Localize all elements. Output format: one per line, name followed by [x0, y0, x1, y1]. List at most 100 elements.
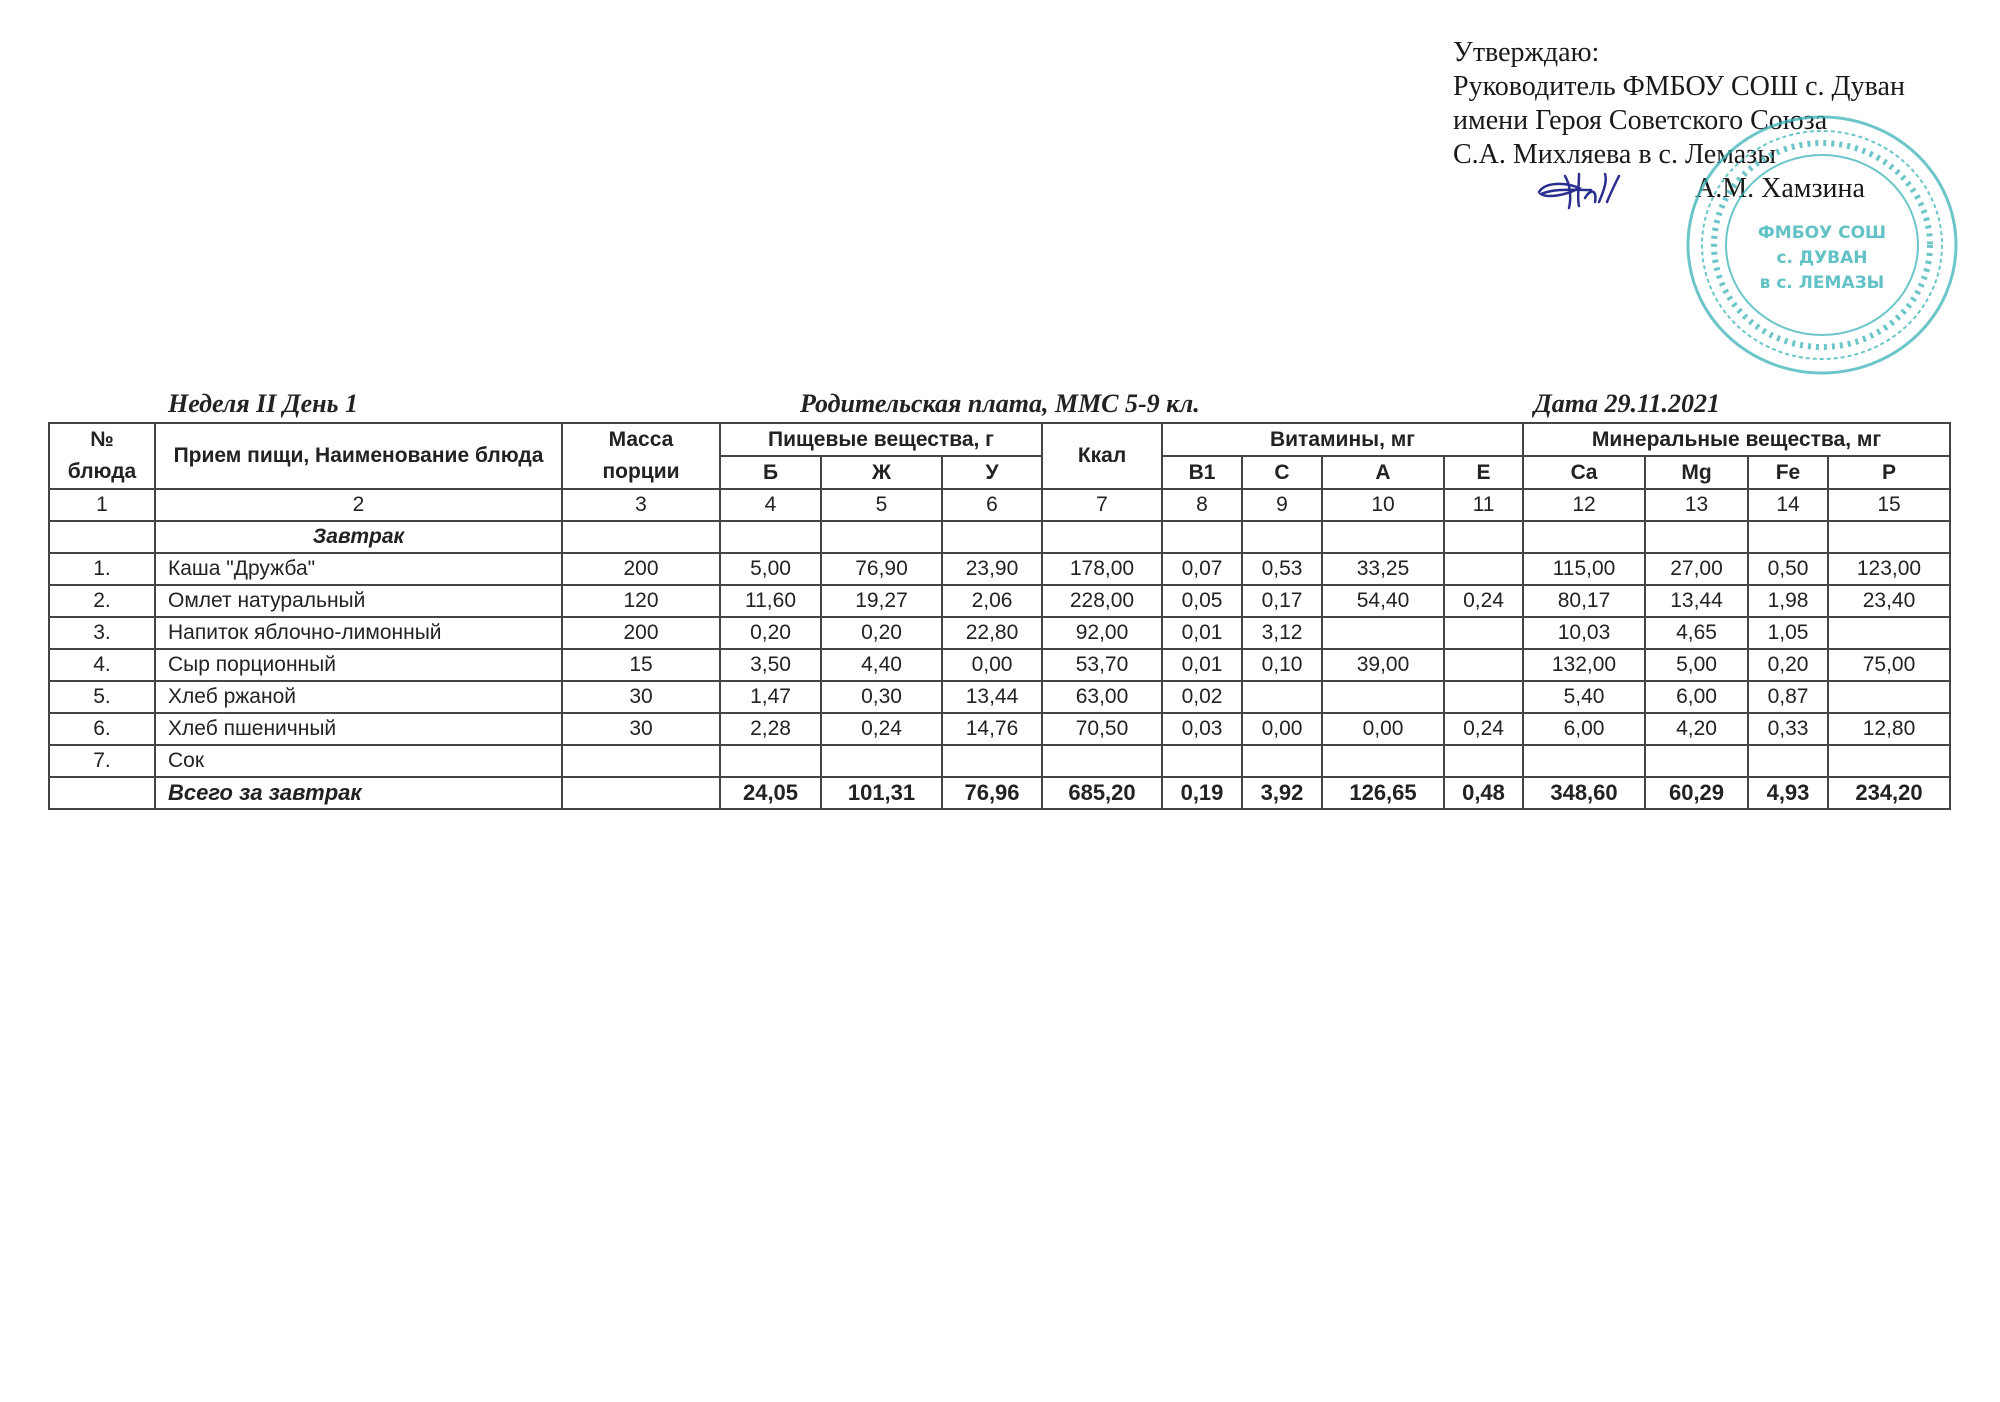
subheader-6: A	[1321, 455, 1445, 490]
table-cell: 0,01	[1161, 648, 1243, 682]
table-cell: 0,24	[820, 712, 943, 746]
table-cell	[1644, 744, 1749, 778]
table-cell: 30	[561, 680, 721, 714]
table-cell: 5,00	[1644, 648, 1749, 682]
column-number: 2	[154, 488, 563, 522]
table-cell	[1241, 744, 1323, 778]
table-cell: 0,07	[1161, 552, 1243, 586]
table-row: 6. Хлеб пшеничный 30 2,28 0,24 14,76 70,50 0,03…	[48, 712, 1951, 746]
empty-cell	[941, 520, 1043, 554]
total-label: Всего за завтрак	[154, 776, 563, 810]
table-cell: 0,03	[1161, 712, 1243, 746]
table-cell: 120	[561, 584, 721, 618]
table-cell: 0,00	[1321, 712, 1445, 746]
table-cell: 1,05	[1747, 616, 1829, 650]
table-cell: 23,90	[941, 552, 1043, 586]
total-cell: 348,60	[1522, 776, 1646, 810]
header-name: Прием пищи, Наименование блюда	[154, 422, 563, 490]
total-cell: 0,48	[1443, 776, 1524, 810]
table-cell	[1747, 744, 1829, 778]
subheader-10: Fe	[1747, 455, 1829, 490]
empty-cell	[1321, 520, 1445, 554]
total-cell	[561, 776, 721, 810]
table-cell: 12,80	[1827, 712, 1951, 746]
stamp-text: ФМБОУ СОШ	[1758, 223, 1886, 243]
total-cell: 685,20	[1041, 776, 1163, 810]
table-cell: 0,20	[1747, 648, 1829, 682]
table-cell: 0,30	[820, 680, 943, 714]
column-number: 8	[1161, 488, 1243, 522]
table-cell: 6,00	[1644, 680, 1749, 714]
table-cell: 4.	[48, 648, 156, 682]
table-cell: 0,02	[1161, 680, 1243, 714]
total-cell: 3,92	[1241, 776, 1323, 810]
table-cell	[1827, 616, 1951, 650]
table-cell: 0,17	[1241, 584, 1323, 618]
total-cell: 234,20	[1827, 776, 1951, 810]
table-cell: 4,40	[820, 648, 943, 682]
table-cell: 3.	[48, 616, 156, 650]
total-cell: 76,96	[941, 776, 1043, 810]
table-cell: 0,00	[1241, 712, 1323, 746]
table-cell: 27,00	[1644, 552, 1749, 586]
empty-cell	[1443, 520, 1524, 554]
table-cell: 2.	[48, 584, 156, 618]
table-cell	[1443, 744, 1524, 778]
empty-cell	[1522, 520, 1646, 554]
table-cell: 75,00	[1827, 648, 1951, 682]
empty-cell	[1241, 520, 1323, 554]
table-row: 2. Омлет натуральный 120 11,60 19,27 2,06 228,…	[48, 584, 1951, 618]
subheader-1: Б	[719, 455, 822, 490]
total-cell: 101,31	[820, 776, 943, 810]
table-cell: 53,70	[1041, 648, 1163, 682]
subheader-3: У	[941, 455, 1043, 490]
column-number: 9	[1241, 488, 1323, 522]
table-cell	[1827, 680, 1951, 714]
approval-line: Утверждаю:	[1453, 37, 1600, 68]
dish-name: Сыр порционный	[154, 648, 563, 682]
table-cell: 13,44	[941, 680, 1043, 714]
subheader-2: Ж	[820, 455, 943, 490]
column-number: 10	[1321, 488, 1445, 522]
table-cell: 123,00	[1827, 552, 1951, 586]
dish-name: Сок	[154, 744, 563, 778]
total-cell	[48, 776, 156, 810]
total-cell: 4,93	[1747, 776, 1829, 810]
table-cell: 33,25	[1321, 552, 1445, 586]
column-number: 4	[719, 488, 822, 522]
table-cell: 0,87	[1747, 680, 1829, 714]
table-row: 7. Сок	[48, 744, 1951, 778]
table-cell: 0,24	[1443, 712, 1524, 746]
header-kcal: Ккал	[1041, 422, 1163, 490]
empty-cell	[48, 520, 156, 554]
table-cell: 178,00	[1041, 552, 1163, 586]
column-number: 15	[1827, 488, 1951, 522]
table-cell	[1321, 744, 1445, 778]
week-day-caption: Неделя II День 1	[168, 389, 358, 418]
subheader-9: Mg	[1644, 455, 1749, 490]
dish-name: Хлеб ржаной	[154, 680, 563, 714]
table-cell: 39,00	[1321, 648, 1445, 682]
dish-name: Каша "Дружба"	[154, 552, 563, 586]
subheader-4: B1	[1161, 455, 1243, 490]
empty-cell	[820, 520, 943, 554]
empty-cell	[561, 520, 721, 554]
table-cell: 0,50	[1747, 552, 1829, 586]
total-cell: 0,19	[1161, 776, 1243, 810]
column-number: 5	[820, 488, 943, 522]
payment-caption: Родительская плата, ММС 5-9 кл.	[800, 389, 1200, 418]
table-cell: 0,24	[1443, 584, 1524, 618]
subheader-11: P	[1827, 455, 1951, 490]
table-cell: 3,12	[1241, 616, 1323, 650]
date-caption: Дата 29.11.2021	[1534, 389, 1721, 418]
stamp-text: в с. ЛЕМАЗЫ	[1760, 273, 1885, 293]
table-cell	[1443, 680, 1524, 714]
column-number: 13	[1644, 488, 1749, 522]
empty-cell	[1644, 520, 1749, 554]
section-row: Завтрак	[48, 520, 1951, 554]
approval-line: С.А. Михляева в с. Лемазы	[1453, 139, 1777, 170]
empty-cell	[1041, 520, 1163, 554]
table-cell: 14,76	[941, 712, 1043, 746]
table-cell: 200	[561, 552, 721, 586]
table-cell: 3,50	[719, 648, 822, 682]
